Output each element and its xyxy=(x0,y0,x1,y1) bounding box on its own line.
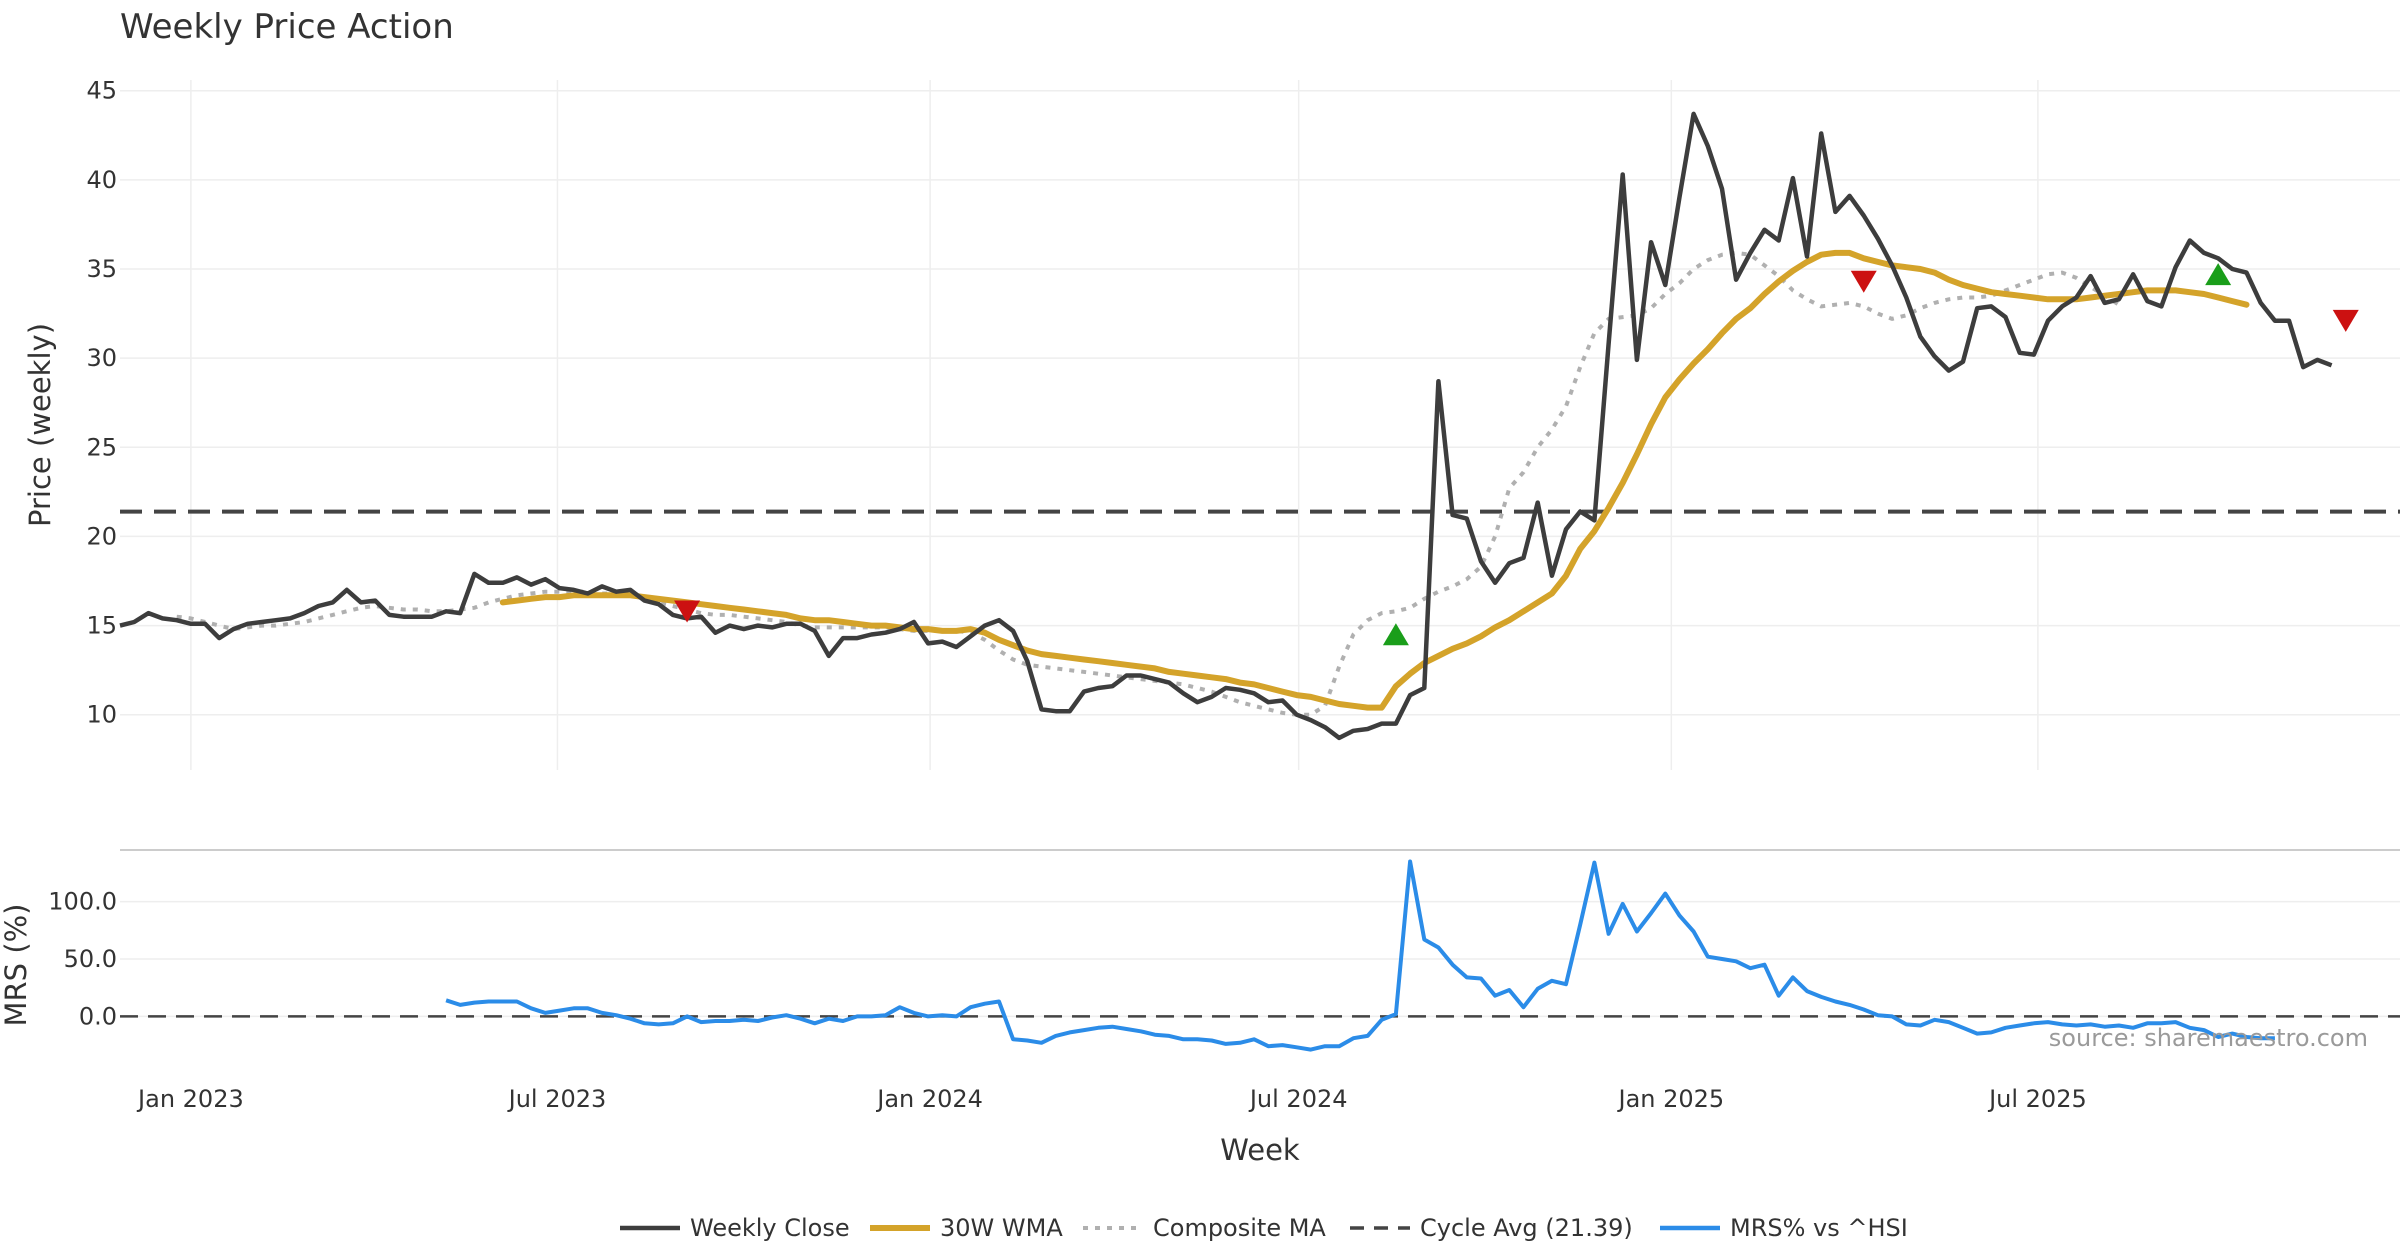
x-tick-label: Jan 2025 xyxy=(1616,1085,1724,1113)
legend-label-mrs: MRS% vs ^HSI xyxy=(1730,1214,1908,1242)
sell-signal-marker xyxy=(674,600,701,623)
price-y-tick-label: 20 xyxy=(86,522,117,550)
x-axis: Jan 2023 Jul 2023 Jan 2024 Jul 2024 Jan 2025… xyxy=(136,1085,2087,1113)
price-y-tick-label: 45 xyxy=(86,77,117,105)
price-y-axis: 10 15 20 25 30 35 40 45 xyxy=(86,77,117,729)
x-tick-label: Jan 2023 xyxy=(136,1085,244,1113)
price-y-tick-label: 25 xyxy=(86,433,117,461)
mrs-y-tick-label: 100.0 xyxy=(48,888,117,916)
mrs-axis-label: MRS (%) xyxy=(0,904,33,1027)
legend-label-composite: Composite MA xyxy=(1153,1214,1326,1242)
buy-signal-marker xyxy=(2205,263,2232,286)
price-y-tick-label: 35 xyxy=(86,255,117,283)
x-tick-label: Jul 2024 xyxy=(1248,1085,1348,1113)
mrs-line xyxy=(445,859,2275,1052)
price-gridlines xyxy=(120,80,2400,770)
source-annotation: source: sharemaestro.com xyxy=(2049,1024,2368,1052)
legend-label-close: Weekly Close xyxy=(690,1214,850,1242)
mrs-gridlines xyxy=(120,900,2400,1018)
price-y-tick-label: 15 xyxy=(86,612,117,640)
chart-title: Weekly Price Action xyxy=(120,7,454,47)
legend-label-wma: 30W WMA xyxy=(940,1214,1063,1242)
mrs-y-tick-label: 0.0 xyxy=(79,1002,117,1030)
price-y-tick-label: 30 xyxy=(86,344,117,372)
buy-signal-marker xyxy=(1382,623,1409,646)
x-tick-label: Jul 2023 xyxy=(507,1085,607,1113)
mrs-y-tick-label: 50.0 xyxy=(64,945,117,973)
sell-signal-marker xyxy=(1850,270,1877,293)
mrs-y-axis: 0.0 50.0 100.0 xyxy=(48,888,117,1031)
price-axis-label: Price (weekly) xyxy=(23,323,57,527)
legend-label-cycle: Cycle Avg (21.39) xyxy=(1420,1214,1633,1242)
x-tick-label: Jan 2024 xyxy=(875,1085,983,1113)
wma-30w-line xyxy=(499,249,2250,711)
price-y-tick-label: 10 xyxy=(86,701,117,729)
composite-ma-line xyxy=(176,250,2120,717)
signal-markers xyxy=(674,263,2359,646)
x-axis-label: Week xyxy=(1220,1133,1300,1167)
price-y-tick-label: 40 xyxy=(86,166,117,194)
x-tick-label: Jul 2025 xyxy=(1987,1085,2087,1113)
legend: Weekly Close 30W WMA Composite MA Cycle Avg… xyxy=(620,1214,1908,1242)
weekly-close-line xyxy=(119,111,2333,741)
sell-signal-marker xyxy=(2332,309,2359,332)
